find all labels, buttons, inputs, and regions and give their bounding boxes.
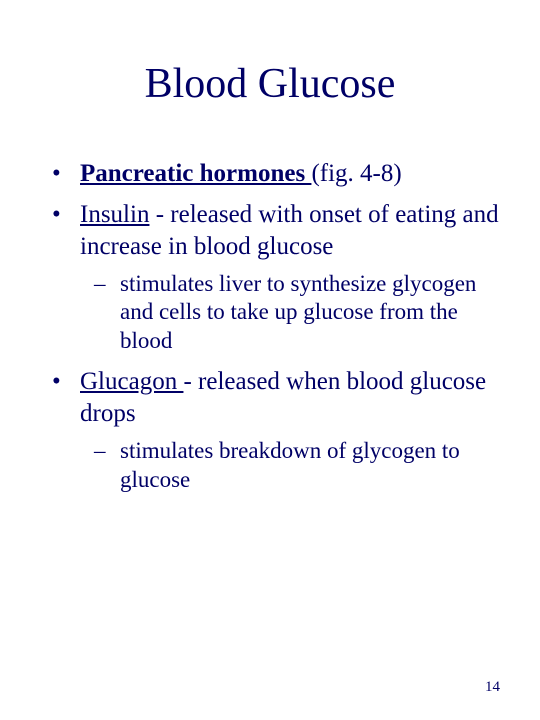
sub-item: stimulates liver to synthesize glycogen …: [80, 270, 500, 356]
bullet-rest: (fig. 4-8): [311, 160, 401, 187]
page-number: 14: [485, 679, 500, 696]
bullet-item: Pancreatic hormones (fig. 4-8): [40, 158, 500, 191]
bullet-lead: Pancreatic hormones: [80, 160, 311, 187]
bullet-list: Pancreatic hormones (fig. 4-8) Insulin -…: [40, 158, 500, 494]
bullet-lead: Insulin: [80, 201, 149, 228]
sub-list: stimulates liver to synthesize glycogen …: [80, 270, 500, 356]
sub-item: stimulates breakdown of glycogen to gluc…: [80, 437, 500, 495]
bullet-item: Glucagon - released when blood glucose d…: [40, 366, 500, 495]
sub-list: stimulates breakdown of glycogen to gluc…: [80, 437, 500, 495]
slide-title: Blood Glucose: [40, 60, 500, 108]
bullet-item: Insulin - released with onset of eating …: [40, 199, 500, 356]
bullet-lead: Glucagon: [80, 368, 183, 395]
